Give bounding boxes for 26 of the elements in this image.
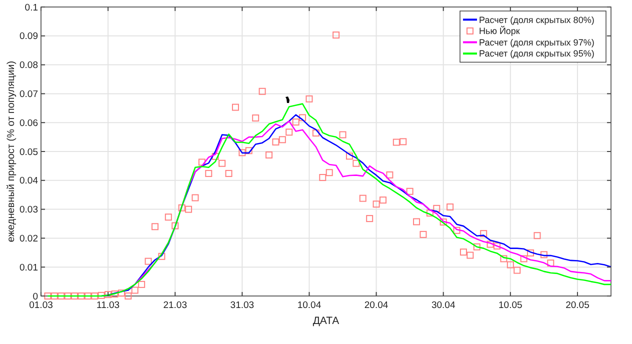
y-tick-label: 0.01 xyxy=(20,262,38,274)
y-tick-label: 0.1 xyxy=(24,2,38,14)
x-tick-label: 20.05 xyxy=(566,300,590,311)
legend-label: Расчет (доля скрытых 95%) xyxy=(479,48,594,59)
legend-label: Расчет (доля скрытых 80%) xyxy=(479,14,594,25)
y-tick-label: 0.04 xyxy=(20,176,38,187)
legend-label: Расчет (доля скрытых 97%) xyxy=(479,37,594,48)
y-tick-label: 0.06 xyxy=(20,118,38,129)
y-tick-label: 0.05 xyxy=(20,146,38,158)
y-axis-title: ежедневный прирост (% от популяции) xyxy=(6,60,17,242)
y-tick-label: 0 xyxy=(32,291,38,302)
x-axis-title: ДАТА xyxy=(312,315,340,327)
y-tick-label: 0.03 xyxy=(20,204,38,216)
y-tick-label: 0.02 xyxy=(20,234,38,245)
legend-label: Нью Йорк xyxy=(479,25,520,36)
y-tick-label: 0.08 xyxy=(20,60,38,72)
x-tick-label: 20.04 xyxy=(364,300,388,311)
y-tick-label: 0.09 xyxy=(20,31,38,42)
x-tick-label: 11.03 xyxy=(96,300,120,311)
x-tick-label: 31.03 xyxy=(230,300,254,311)
y-tick-label: 0.07 xyxy=(20,89,38,100)
x-tick-label: 10.05 xyxy=(498,300,522,311)
x-tick-label: 01.03 xyxy=(29,300,53,311)
x-tick-label: 30.04 xyxy=(431,300,456,311)
x-tick-label: 21.03 xyxy=(163,300,188,311)
x-tick-label: 10.04 xyxy=(297,300,322,311)
